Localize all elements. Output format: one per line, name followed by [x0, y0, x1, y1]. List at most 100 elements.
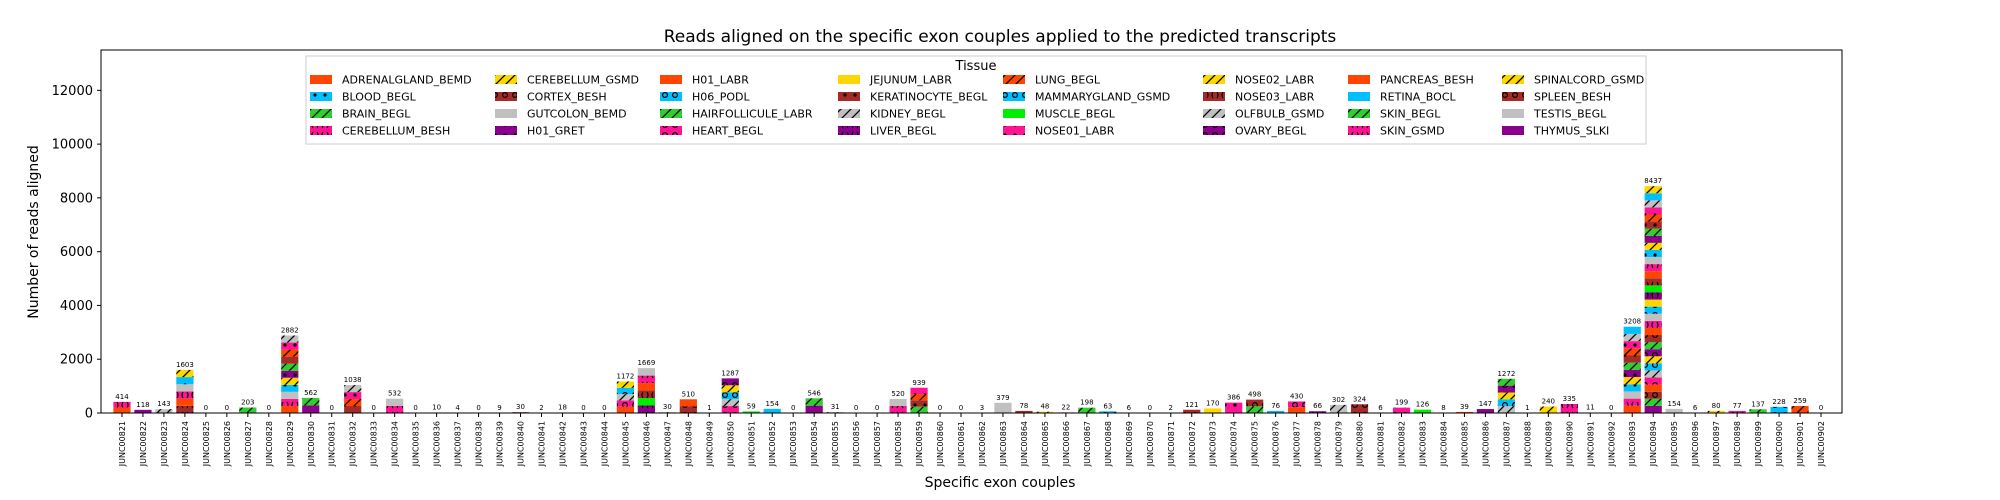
x-tick-label: JUNC00847 — [663, 421, 672, 467]
bar-total-label: 228 — [1772, 398, 1785, 406]
bar-total-label: 137 — [1751, 400, 1764, 408]
x-tick-label: JUNC00825 — [202, 421, 211, 467]
x-tick-label: JUNC00889 — [1544, 421, 1553, 467]
x-tick-label: JUNC00850 — [726, 421, 735, 467]
bar-total-label: 1603 — [176, 361, 194, 369]
x-tick-label: JUNC00862 — [978, 421, 987, 467]
x-tick-label: JUNC00874 — [1230, 421, 1239, 467]
bar-segment — [113, 401, 131, 408]
bar-total-label: 118 — [136, 401, 149, 409]
x-tick-label: JUNC00896 — [1691, 421, 1700, 467]
bar-total-label: 520 — [891, 390, 904, 398]
legend-swatch — [310, 109, 332, 118]
bar-segment — [1644, 221, 1662, 229]
bar-total-label: 0 — [329, 404, 333, 412]
x-tick-label: JUNC00859 — [915, 421, 924, 467]
bar-total-label: 76 — [1271, 402, 1280, 410]
bar-segment — [1644, 349, 1662, 357]
bar-segment — [1644, 391, 1662, 399]
bar-segment — [1791, 406, 1809, 413]
bar-segment — [721, 385, 739, 393]
bar-segment — [616, 394, 634, 401]
bar-segment — [889, 399, 907, 407]
bar-segment — [1644, 370, 1662, 378]
bar-segment — [1644, 235, 1662, 243]
x-tick-label: JUNC00840 — [517, 421, 526, 467]
legend-swatch — [660, 109, 682, 118]
x-tick-label: JUNC00900 — [1775, 421, 1784, 467]
bar-segment — [1246, 399, 1264, 407]
bar-segment — [1644, 207, 1662, 215]
bar-total-label: 0 — [581, 404, 585, 412]
bar-segment — [281, 356, 299, 364]
y-tick-label: 10000 — [52, 138, 93, 153]
x-tick-label: JUNC00839 — [496, 421, 505, 467]
legend-entry-label: SPLEEN_BESH — [1534, 91, 1611, 104]
bar-segment — [1309, 411, 1327, 413]
bar-segment — [281, 391, 299, 399]
x-tick-label: JUNC00841 — [537, 421, 546, 467]
legend-swatch — [660, 126, 682, 135]
x-tick-label: JUNC00902 — [1817, 421, 1826, 467]
x-tick-label: JUNC00897 — [1712, 421, 1721, 467]
bar-segment — [637, 383, 655, 391]
legend-entry-label: HAIRFOLLICULE_LABR — [692, 108, 813, 121]
legend-swatch — [660, 92, 682, 101]
bar-total-label: 3208 — [1623, 318, 1641, 326]
bar-segment — [281, 349, 299, 357]
legend-swatch — [838, 75, 860, 84]
bar-total-label: 2 — [1169, 404, 1173, 412]
bar-total-label: 10 — [432, 404, 441, 412]
x-tick-label: JUNC00879 — [1335, 421, 1344, 467]
bar-total-label: 6 — [1127, 404, 1132, 412]
bar-segment — [176, 377, 194, 385]
legend-swatch — [838, 109, 860, 118]
x-tick-label: JUNC00843 — [579, 421, 588, 467]
bar-segment — [344, 385, 362, 393]
x-tick-label: JUNC00861 — [957, 421, 966, 467]
bar-segment — [1644, 342, 1662, 350]
bar-segment — [1644, 249, 1662, 258]
bar-segment — [1644, 257, 1662, 265]
bar-segment — [1644, 278, 1662, 286]
bar-segment — [1204, 408, 1222, 413]
bar-total-label: 63 — [1103, 402, 1112, 410]
x-tick-label: JUNC00878 — [1314, 421, 1323, 467]
legend-entry-label: CEREBELLUM_GSMD — [527, 74, 639, 87]
bar-segment — [637, 398, 655, 406]
bar-segment — [1644, 405, 1662, 413]
x-tick-label: JUNC00885 — [1460, 421, 1469, 467]
x-tick-label: JUNC00860 — [936, 421, 945, 467]
bar-segment — [1644, 264, 1662, 272]
bar-segment — [910, 394, 928, 401]
bar-total-label: 1038 — [344, 376, 362, 384]
bar-segment — [1644, 200, 1662, 208]
bar-segment — [1644, 214, 1662, 222]
bar-segment — [910, 406, 928, 413]
y-axis-ticks: 0 2000 4000 6000 8000 10000 12000 — [52, 84, 101, 422]
x-tick-label: JUNC00853 — [789, 421, 798, 467]
bar-total-label: 30 — [516, 403, 525, 411]
bar-total-label: 8 — [1441, 404, 1445, 412]
bar-segment — [281, 363, 299, 371]
legend-entry-label: H01_LABR — [692, 74, 749, 87]
bar-segment — [1707, 410, 1725, 413]
x-tick-label: JUNC00884 — [1439, 421, 1448, 467]
y-tick-label: 6000 — [60, 245, 93, 260]
bar-segment — [637, 405, 655, 413]
bar-total-label: 0 — [602, 404, 606, 412]
bar-total-label: 430 — [1290, 392, 1303, 400]
legend-entry-label: CEREBELLUM_BESH — [342, 125, 450, 138]
legend-entry-label: RETINA_BOCL — [1380, 91, 1457, 104]
legend-entry-label: SKIN_BEGL — [1380, 108, 1441, 121]
bar-total-label: 0 — [476, 404, 480, 412]
bar-total-label: 8437 — [1644, 177, 1662, 185]
bar-total-label: 0 — [1819, 404, 1823, 412]
legend-entry-label: OVARY_BEGL — [1235, 125, 1307, 138]
bar-segment — [1623, 369, 1641, 378]
x-tick-label: JUNC00857 — [873, 421, 882, 467]
bar-total-label: 240 — [1542, 398, 1555, 406]
bar-segment — [1644, 327, 1662, 336]
bar-segment — [344, 406, 362, 413]
